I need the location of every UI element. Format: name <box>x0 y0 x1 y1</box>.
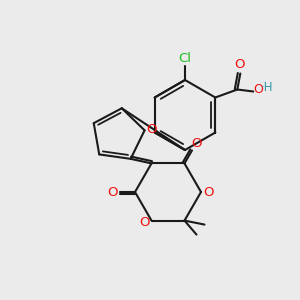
Text: O: O <box>254 83 263 96</box>
Text: O: O <box>203 185 213 199</box>
Text: O: O <box>107 185 117 199</box>
Text: O: O <box>191 137 201 150</box>
Text: O: O <box>139 216 150 229</box>
Text: O: O <box>146 123 157 136</box>
Text: Cl: Cl <box>178 52 191 64</box>
Text: O: O <box>234 58 244 71</box>
Text: ·H: ·H <box>261 81 274 94</box>
